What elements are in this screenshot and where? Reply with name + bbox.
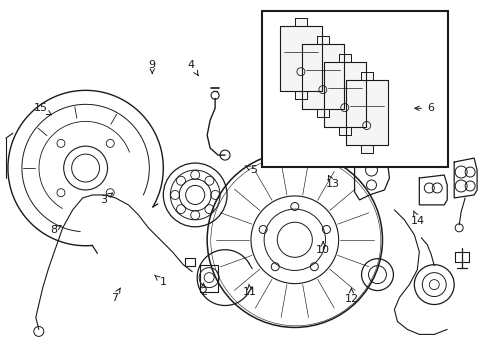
Polygon shape [200, 265, 218, 292]
Polygon shape [339, 54, 351, 62]
Polygon shape [361, 145, 373, 153]
Polygon shape [324, 62, 366, 127]
Polygon shape [302, 44, 344, 109]
Text: 8: 8 [50, 225, 61, 235]
Polygon shape [295, 18, 307, 26]
Text: 10: 10 [316, 242, 330, 255]
Polygon shape [361, 72, 373, 80]
Polygon shape [185, 258, 195, 266]
Polygon shape [419, 175, 447, 205]
Text: 4: 4 [188, 60, 198, 76]
Polygon shape [339, 127, 351, 135]
Polygon shape [346, 80, 388, 145]
Polygon shape [295, 91, 307, 99]
Polygon shape [355, 155, 390, 200]
Polygon shape [317, 36, 329, 44]
Bar [262, 12, 447, 167]
Text: 12: 12 [344, 288, 359, 304]
Text: 2: 2 [200, 283, 207, 297]
Polygon shape [280, 26, 322, 91]
Text: 1: 1 [154, 275, 167, 287]
Polygon shape [293, 135, 306, 150]
Text: 3: 3 [100, 193, 113, 205]
Text: 6: 6 [415, 103, 434, 113]
Text: 9: 9 [148, 60, 156, 73]
Polygon shape [347, 133, 360, 152]
Polygon shape [306, 130, 349, 165]
Polygon shape [317, 109, 329, 117]
Text: 13: 13 [326, 175, 340, 189]
Polygon shape [454, 158, 477, 198]
Text: 7: 7 [111, 288, 120, 303]
Text: 15: 15 [34, 103, 51, 115]
Text: 11: 11 [243, 284, 257, 297]
Text: 5: 5 [245, 165, 257, 175]
Polygon shape [455, 252, 469, 262]
Text: 14: 14 [411, 211, 425, 226]
